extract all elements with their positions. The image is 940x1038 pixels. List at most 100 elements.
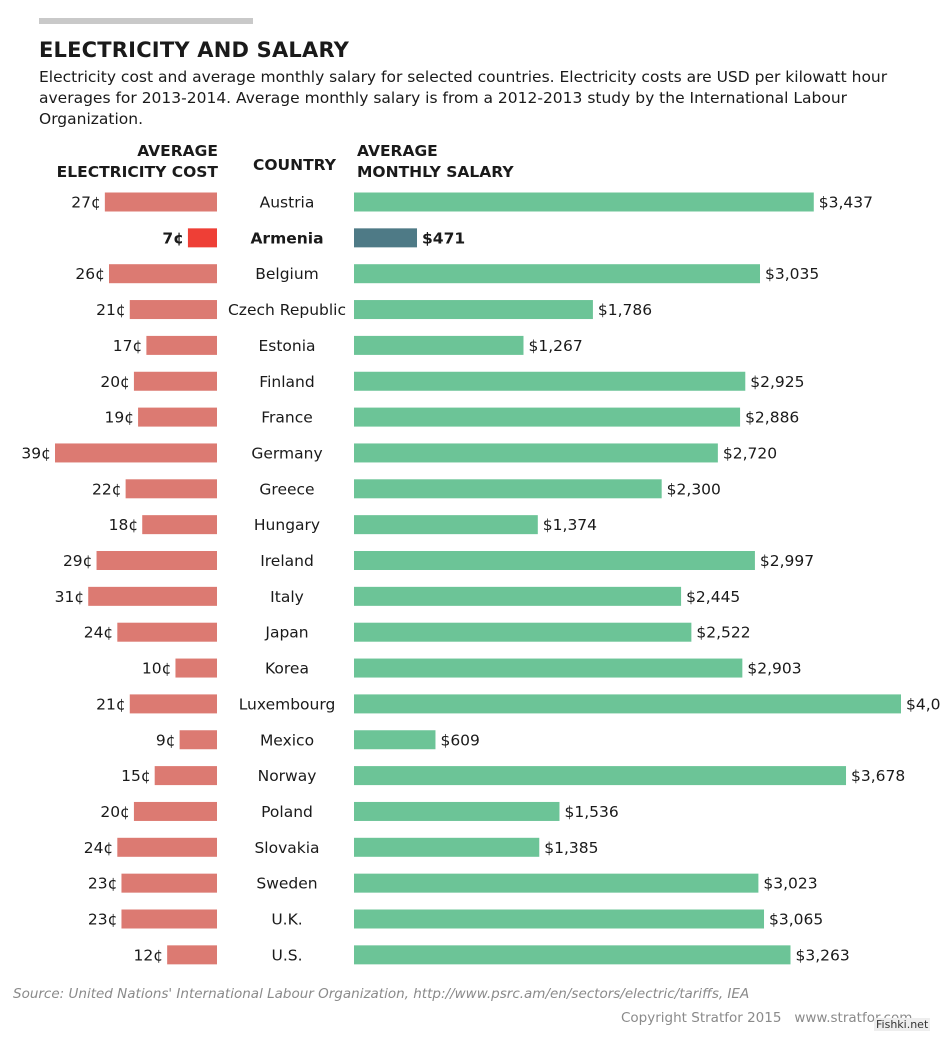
salary-bar-italy — [354, 586, 682, 606]
electricity-label-estonia: 17¢ — [113, 337, 143, 355]
electricity-bar-norway — [154, 766, 217, 786]
copyright-text: Copyright Stratfor 2015 — [621, 1010, 782, 1026]
electricity-label-luxembourg: 21¢ — [96, 695, 126, 713]
electricity-bar-armenia — [187, 228, 217, 248]
salary-bar-france — [354, 407, 741, 427]
salary-bar-armenia — [354, 228, 418, 248]
salary-bar-czech-republic — [354, 300, 593, 320]
electricity-bar-germany — [55, 443, 217, 463]
salary-bar-finland — [354, 371, 746, 391]
salary-label-slovakia: $1,385 — [544, 839, 598, 857]
salary-label-estonia: $1,267 — [528, 337, 582, 355]
salary-label-norway: $3,678 — [851, 767, 905, 785]
country-label-sweden: Sweden — [256, 875, 317, 893]
salary-bar-germany — [354, 443, 718, 463]
country-label-poland: Poland — [261, 803, 313, 821]
salary-label-poland: $1,536 — [564, 803, 618, 821]
electricity-label-armenia: 7¢ — [162, 229, 184, 247]
salary-label-u-s: $3,263 — [796, 946, 850, 964]
electricity-label-germany: 39¢ — [21, 444, 51, 462]
salary-bar-belgium — [354, 264, 761, 284]
country-label-japan: Japan — [264, 624, 308, 642]
electricity-bar-slovakia — [117, 837, 217, 857]
salary-label-hungary: $1,374 — [543, 516, 597, 534]
electricity-label-u-s: 12¢ — [134, 946, 164, 964]
country-label-austria: Austria — [260, 194, 315, 212]
electricity-bar-estonia — [146, 335, 217, 355]
country-label-estonia: Estonia — [258, 337, 315, 355]
electricity-bar-u-s — [167, 945, 217, 965]
country-label-belgium: Belgium — [255, 265, 319, 283]
watermark: Fishki.net — [874, 1018, 931, 1031]
salary-bar-norway — [354, 766, 847, 786]
electricity-bar-korea — [175, 658, 217, 678]
country-label-u-s: U.S. — [271, 946, 302, 964]
salary-label-u-k: $3,065 — [769, 911, 823, 929]
electricity-bar-hungary — [142, 515, 217, 535]
country-label-czech-republic: Czech Republic — [228, 301, 346, 319]
country-label-luxembourg: Luxembourg — [239, 695, 336, 713]
salary-label-ireland: $2,997 — [760, 552, 814, 570]
country-label-italy: Italy — [270, 588, 304, 606]
electricity-label-poland: 20¢ — [100, 803, 130, 821]
country-label-france: France — [261, 409, 313, 427]
salary-bar-ireland — [354, 551, 755, 570]
electricity-bar-mexico — [179, 730, 217, 750]
salary-label-mexico: $609 — [440, 731, 479, 749]
salary-label-korea: $2,903 — [747, 660, 801, 678]
chart-subtitle: Electricity cost and average monthly sal… — [39, 68, 888, 128]
electricity-bar-finland — [133, 371, 217, 391]
salary-header-line2: MONTHLY SALARY — [357, 163, 514, 181]
electricity-bar-poland — [133, 801, 217, 821]
electricity-label-austria: 27¢ — [71, 194, 101, 212]
electricity-bar-austria — [104, 192, 217, 212]
salary-label-austria: $3,437 — [819, 194, 873, 212]
electricity-bar-greece — [125, 479, 217, 499]
salary-column-header: AVERAGE MONTHLY SALARY — [357, 141, 514, 183]
salary-bar-u-s — [354, 945, 791, 965]
country-label-u-k: U.K. — [271, 911, 302, 929]
country-label-armenia: Armenia — [250, 229, 323, 247]
country-label-germany: Germany — [251, 444, 322, 462]
salary-label-france: $2,886 — [745, 409, 799, 427]
country-column-header: COUNTRY — [253, 156, 336, 174]
country-label-mexico: Mexico — [260, 731, 314, 749]
salary-bar-greece — [354, 479, 662, 499]
electricity-label-mexico: 9¢ — [156, 731, 176, 749]
salary-bar-u-k — [354, 909, 765, 929]
country-label-finland: Finland — [259, 373, 314, 391]
salary-bar-estonia — [354, 335, 524, 355]
salary-label-czech-republic: $1,786 — [598, 301, 652, 319]
country-label-korea: Korea — [265, 660, 309, 678]
electricity-label-france: 19¢ — [104, 409, 134, 427]
electricity-label-sweden: 23¢ — [88, 875, 118, 893]
electricity-label-greece: 22¢ — [92, 480, 122, 498]
electricity-label-japan: 24¢ — [84, 624, 114, 642]
salary-bar-austria — [354, 192, 814, 212]
electricity-label-czech-republic: 21¢ — [96, 301, 126, 319]
salary-header-line1: AVERAGE — [357, 142, 438, 160]
salary-label-greece: $2,300 — [667, 480, 721, 498]
electricity-header-line1: AVERAGE — [137, 142, 218, 160]
country-label-hungary: Hungary — [254, 516, 320, 534]
salary-bar-korea — [354, 658, 743, 678]
electricity-column-header: AVERAGE ELECTRICITY COST — [0, 141, 218, 183]
country-label-norway: Norway — [258, 767, 317, 785]
chart-title: ELECTRICITY AND SALARY — [39, 38, 350, 62]
salary-bar-poland — [354, 801, 560, 821]
salary-bar-mexico — [354, 730, 436, 750]
electricity-bar-ireland — [96, 551, 217, 570]
salary-label-italy: $2,445 — [686, 588, 740, 606]
electricity-label-korea: 10¢ — [142, 660, 172, 678]
salary-label-armenia: $471 — [422, 229, 465, 247]
electricity-bar-japan — [117, 622, 217, 642]
electricity-header-line2: ELECTRICITY COST — [56, 163, 218, 181]
salary-bar-japan — [354, 622, 692, 642]
salary-label-belgium: $3,035 — [765, 265, 819, 283]
country-label-slovakia: Slovakia — [254, 839, 319, 857]
electricity-label-ireland: 29¢ — [63, 552, 93, 570]
salary-bar-luxembourg — [354, 694, 901, 714]
country-label-ireland: Ireland — [260, 552, 314, 570]
electricity-label-italy: 31¢ — [55, 588, 85, 606]
